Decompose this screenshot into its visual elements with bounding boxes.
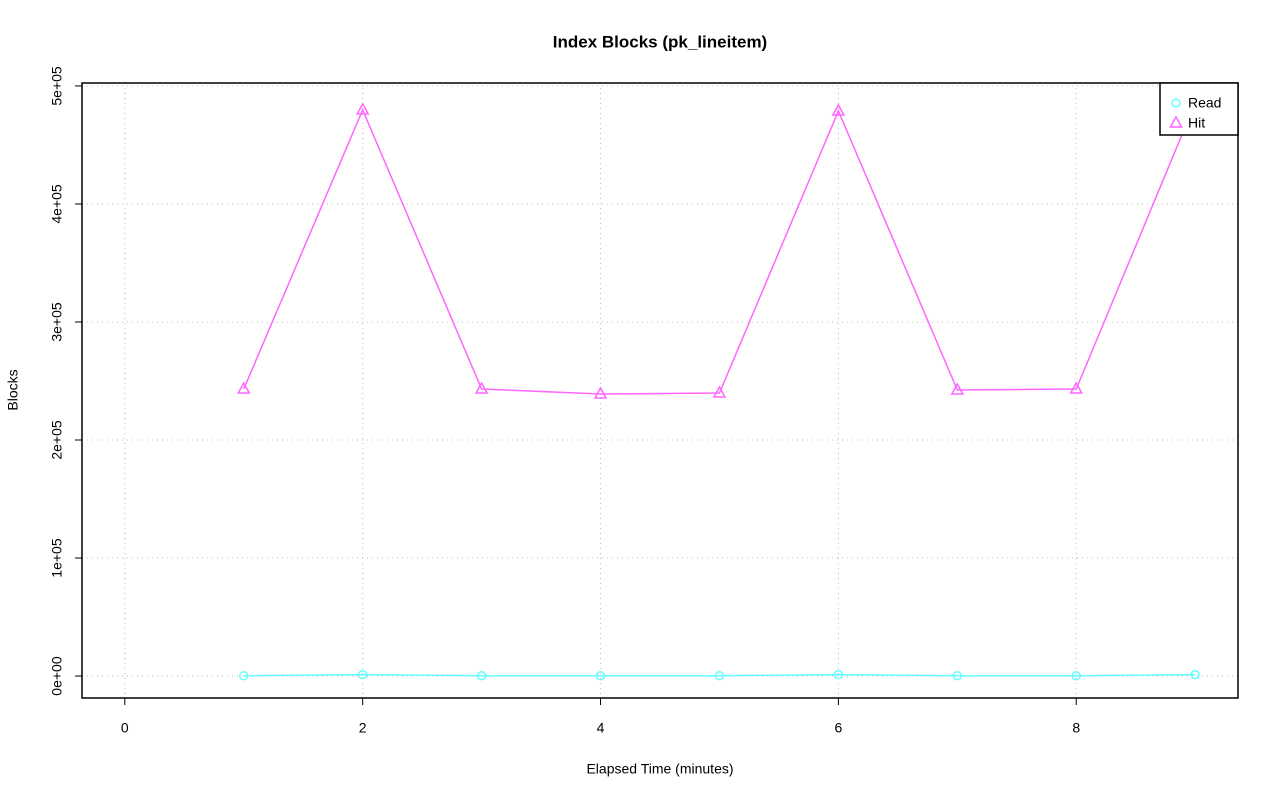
data-point (831, 103, 846, 116)
data-point (714, 670, 725, 681)
x-tick-label: 0 (121, 720, 129, 736)
data-point (1069, 381, 1084, 394)
data-point (952, 670, 963, 681)
y-tick-label: 5e+05 (49, 66, 65, 106)
plot-frame (81, 82, 1239, 699)
y-tick-label: 0e+00 (49, 656, 65, 696)
data-point (595, 670, 606, 681)
data-point (1190, 669, 1200, 680)
y-axis-label: Blocks (5, 369, 21, 410)
data-point (712, 385, 727, 398)
data-point (355, 102, 370, 115)
x-tick-label: 6 (834, 720, 842, 736)
x-tick-label: 4 (597, 720, 605, 736)
x-tick-label: 8 (1072, 720, 1080, 736)
legend-marker (1171, 98, 1181, 108)
legend-label: Read (1188, 95, 1221, 111)
data-point (593, 386, 608, 399)
y-tick-label: 3e+05 (49, 302, 65, 342)
legend-marker (1169, 115, 1183, 128)
data-point (833, 669, 844, 680)
data-point (474, 381, 489, 394)
data-point (950, 382, 965, 395)
data-point (357, 669, 368, 680)
y-tick-label: 1e+05 (49, 538, 65, 578)
chart-title: Index Blocks (pk_lineitem) (553, 32, 767, 51)
data-point (476, 670, 487, 681)
x-tick-label: 2 (359, 720, 367, 736)
legend-label: Hit (1188, 115, 1205, 131)
series-line (243, 102, 1196, 395)
x-axis-label: Elapsed Time (minutes) (586, 761, 733, 777)
y-tick-label: 2e+05 (49, 420, 65, 460)
data-point (236, 381, 251, 394)
data-point (1071, 670, 1082, 681)
series-line (243, 673, 1196, 677)
y-tick-label: 4e+05 (49, 184, 65, 224)
data-point (238, 670, 249, 681)
